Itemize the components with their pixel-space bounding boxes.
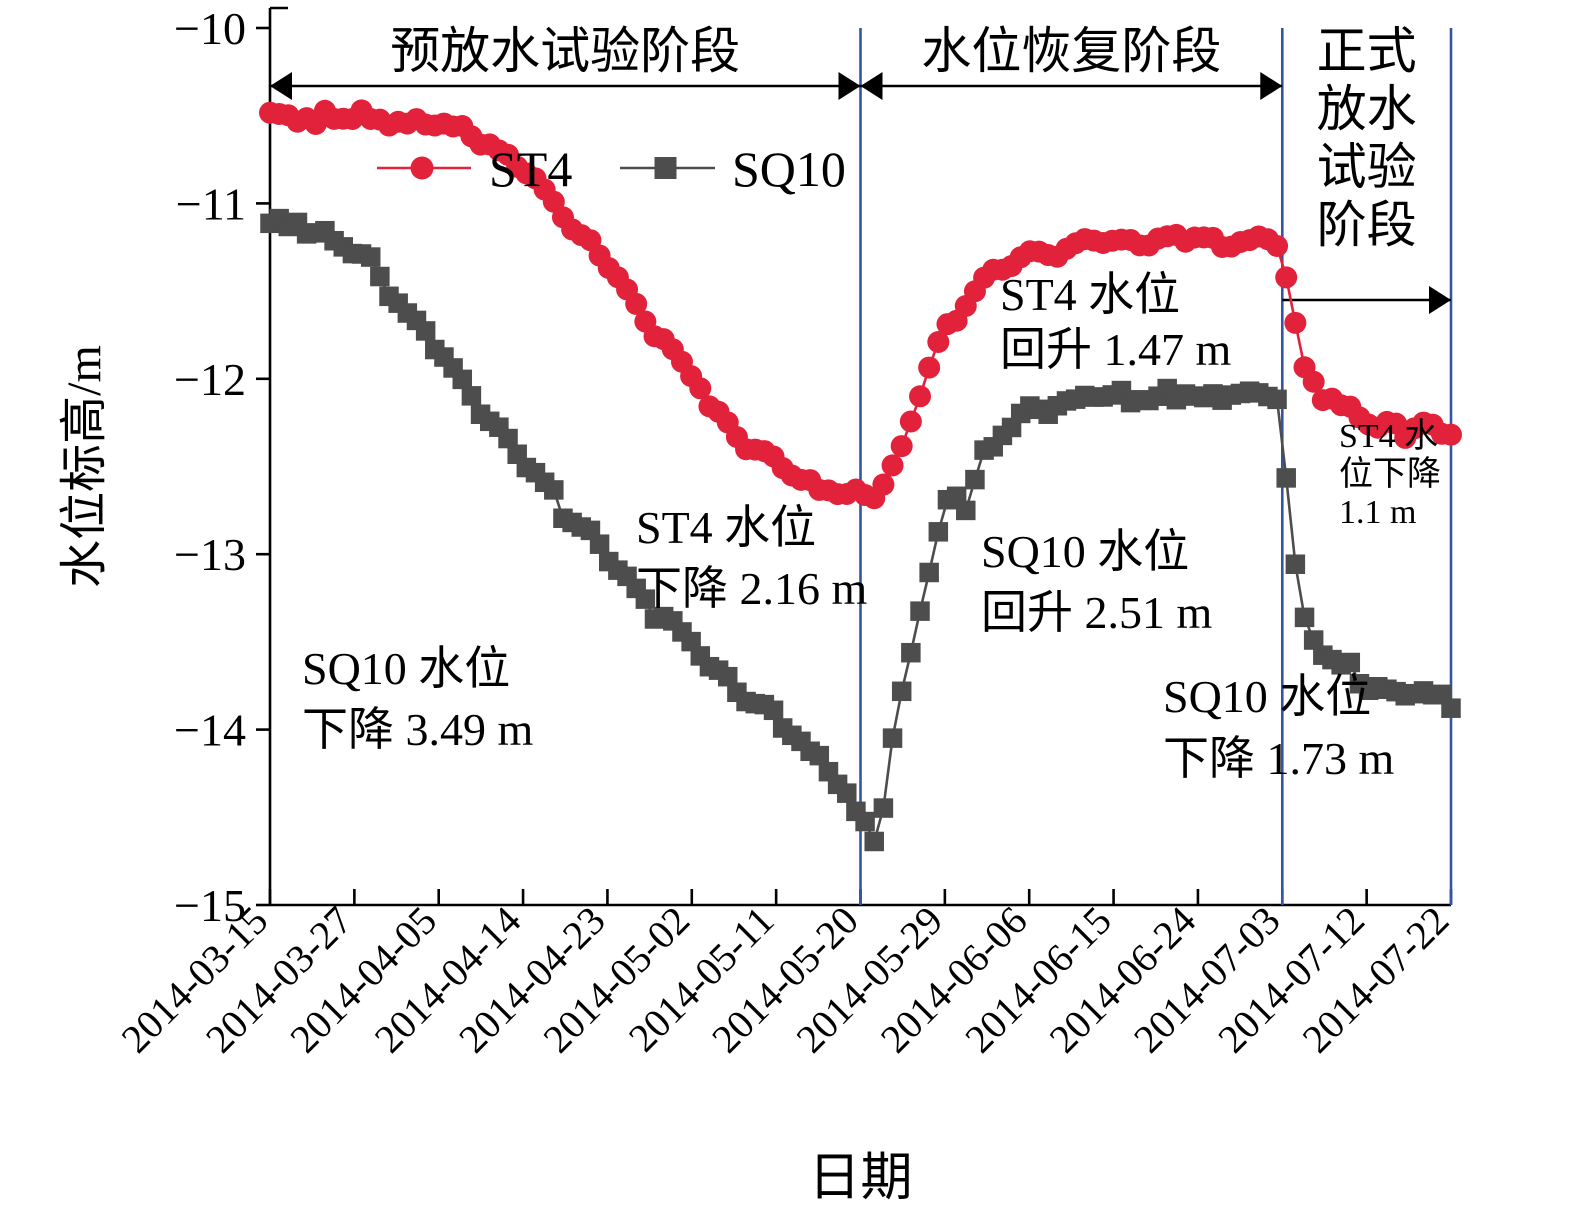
svg-text:水位恢复阶段: 水位恢复阶段 [921, 23, 1221, 79]
svg-text:SQ10 水位: SQ10 水位 [981, 526, 1189, 577]
svg-text:SQ10 水位: SQ10 水位 [1163, 671, 1371, 722]
svg-text:−11: −11 [176, 178, 246, 229]
svg-text:试验: 试验 [1317, 139, 1417, 195]
svg-text:位下降: 位下降 [1339, 455, 1441, 493]
svg-text:阶段: 阶段 [1317, 197, 1417, 253]
svg-text:放水: 放水 [1317, 81, 1417, 137]
svg-text:水位标高/m: 水位标高/m [58, 345, 111, 588]
svg-text:下降 3.49 m: 下降 3.49 m [302, 704, 534, 755]
svg-text:−12: −12 [174, 354, 246, 405]
svg-text:正式: 正式 [1317, 23, 1417, 79]
svg-text:SQ10 水位: SQ10 水位 [302, 643, 510, 694]
svg-text:预放水试验阶段: 预放水试验阶段 [390, 23, 740, 79]
svg-text:ST4: ST4 [489, 141, 572, 197]
svg-text:ST4 水位: ST4 水位 [636, 502, 816, 553]
svg-text:日期: 日期 [808, 1150, 912, 1207]
svg-text:ST4 水: ST4 水 [1339, 418, 1438, 455]
svg-text:−10: −10 [174, 3, 246, 54]
svg-text:−13: −13 [174, 529, 246, 580]
svg-text:回升 2.51 m: 回升 2.51 m [981, 587, 1213, 638]
svg-text:ST4 水位: ST4 水位 [1000, 269, 1180, 320]
svg-text:−14: −14 [174, 705, 246, 756]
svg-text:SQ10: SQ10 [732, 141, 846, 197]
svg-text:回升 1.47 m: 回升 1.47 m [1000, 324, 1232, 375]
svg-text:下降 1.73 m: 下降 1.73 m [1163, 733, 1395, 784]
svg-text:下降 2.16 m: 下降 2.16 m [636, 563, 868, 614]
svg-text:1.1 m: 1.1 m [1339, 494, 1416, 531]
